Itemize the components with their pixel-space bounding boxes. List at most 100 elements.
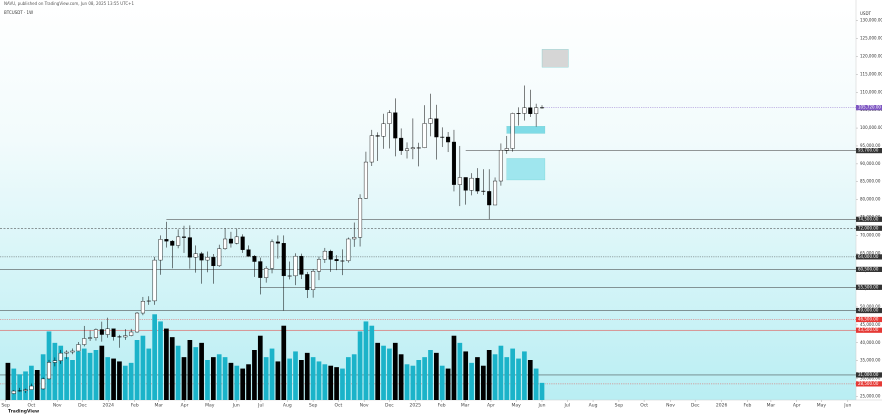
x-tick-label: Feb <box>438 403 446 409</box>
candle-body <box>528 107 533 114</box>
level-badge <box>856 307 882 314</box>
candle-body <box>205 257 210 261</box>
y-tick-label: 110,000.00 <box>860 89 882 94</box>
candle-body <box>487 191 492 206</box>
volume-bar <box>128 362 134 400</box>
zone <box>506 158 546 181</box>
x-tick-label: Mar <box>155 403 164 409</box>
volume-bar <box>111 358 116 400</box>
volume-bar <box>210 357 216 400</box>
volume-bar <box>122 365 128 400</box>
x-tick-label: Jul <box>257 403 263 409</box>
volume-bar <box>398 354 404 400</box>
candle-body <box>70 350 75 353</box>
candle-body <box>322 250 327 260</box>
level-badge <box>856 148 882 154</box>
candle-body <box>152 259 157 302</box>
volume-bar <box>228 362 234 400</box>
candle-body <box>228 238 233 244</box>
volume-bar <box>93 350 99 400</box>
volume-bar <box>175 345 181 400</box>
candle-body <box>176 236 181 246</box>
candle-body <box>422 123 427 148</box>
volume-bar <box>269 348 275 400</box>
candle-body <box>99 329 104 335</box>
volume-bar <box>252 350 257 400</box>
volume-bar <box>87 352 93 400</box>
candle-body <box>498 150 503 182</box>
candle-body <box>428 118 433 124</box>
volume-bar <box>234 365 240 400</box>
y-tick-label: 45,000.00 <box>860 322 881 327</box>
candle-body <box>305 274 310 290</box>
candle-body <box>534 107 539 114</box>
y-tick-label: 65,000.00 <box>860 250 881 255</box>
candle-body <box>35 385 40 390</box>
candle-body <box>328 250 333 260</box>
volume-bar <box>99 345 105 400</box>
x-tick-label: Jun <box>537 403 545 409</box>
y-tick-label: 90,000.00 <box>860 161 881 166</box>
candle-body <box>369 135 374 163</box>
x-tick-label: Aug <box>283 403 292 409</box>
zone <box>506 126 546 134</box>
candle-body <box>387 112 392 124</box>
candle-body <box>475 177 480 192</box>
volume-bar <box>533 368 539 400</box>
level-badge <box>856 105 882 111</box>
candle-body <box>135 312 140 333</box>
x-tick-label: Sep <box>1 403 10 409</box>
y-tick-label: 35,000.00 <box>860 358 881 363</box>
y-tick-label: 70,000.00 <box>860 232 881 237</box>
y-tick-label: 50,000.00 <box>860 304 881 309</box>
level-label: 49,000.00 <box>858 308 879 313</box>
volume-bar <box>334 367 339 400</box>
volume-bar <box>527 360 533 400</box>
candle-body <box>381 123 386 137</box>
y-tick-label: 30,000.00 <box>860 376 881 381</box>
volume-bar <box>498 345 504 400</box>
publisher: NAVU, published on TradingView.com, Jun … <box>4 1 135 6</box>
level-badge <box>856 266 882 273</box>
volume-bar <box>328 365 334 400</box>
volume-bar <box>345 357 351 400</box>
volume-bar <box>70 360 75 400</box>
candle-body <box>434 118 439 138</box>
volume-bar <box>299 360 304 400</box>
x-tick-label: Nov <box>666 403 675 409</box>
candle-body <box>64 351 69 354</box>
volume-bar <box>40 354 46 400</box>
candle-body <box>363 161 368 199</box>
candle-body <box>451 141 456 185</box>
volume-bar <box>510 348 516 400</box>
level-badge <box>856 225 882 231</box>
volume-bar <box>181 357 187 400</box>
volume-bar <box>310 357 316 400</box>
level-badge <box>856 316 882 323</box>
level-badge <box>856 381 882 387</box>
candle-body <box>270 241 275 269</box>
currency: USDT <box>860 11 872 16</box>
zone <box>541 49 569 68</box>
candle-body <box>375 135 380 137</box>
volume-bar <box>275 361 281 400</box>
volume-bar <box>222 357 228 400</box>
candle-body <box>352 237 357 240</box>
volume-bar <box>375 342 381 400</box>
x-tick-label: Oct <box>28 403 36 409</box>
x-tick-label: Apr <box>793 403 801 409</box>
volume-bar <box>357 331 363 400</box>
candle-body <box>334 259 339 262</box>
candle-body <box>181 236 187 238</box>
level-label: 55,500.00 <box>858 284 879 289</box>
volume-bar <box>158 321 163 400</box>
plot-background <box>0 0 856 400</box>
volume-bar <box>187 340 193 400</box>
volume-bar <box>428 350 433 400</box>
candle-body <box>223 238 228 249</box>
x-tick-label: May <box>512 403 522 409</box>
level-badge <box>856 254 882 260</box>
volume-bar <box>480 365 486 400</box>
candle-body <box>217 248 222 267</box>
logo: TradingView <box>8 409 39 415</box>
